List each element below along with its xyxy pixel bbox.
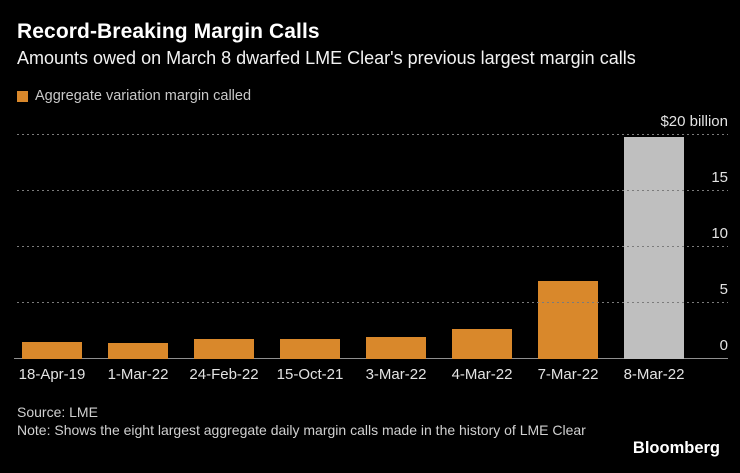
- bar-1-Mar-22: [108, 343, 168, 359]
- legend-label: Aggregate variation margin called: [35, 88, 252, 104]
- x-tick-cell: 4-Mar-22: [451, 366, 513, 383]
- x-tick-cell: 15-Oct-21: [277, 366, 344, 383]
- y-tick-label-0: 0: [719, 337, 728, 354]
- bar-15-Oct-21: [280, 338, 340, 359]
- note-text: Note: Shows the eight largest aggregate …: [17, 421, 586, 438]
- x-tick-cell: 3-Mar-22: [365, 366, 427, 383]
- x-tick-label-7-Mar-22: 7-Mar-22: [537, 366, 599, 383]
- chart-title: Record-Breaking Margin Calls: [17, 20, 320, 43]
- bar-8-Mar-22: [624, 137, 684, 359]
- x-tick-label-3-Mar-22: 3-Mar-22: [365, 366, 427, 383]
- x-tick-label-24-Feb-22: 24-Feb-22: [189, 366, 259, 383]
- bar-24-Feb-22: [194, 338, 254, 359]
- x-axis-labels: 18-Apr-19 1-Mar-22 24-Feb-22 15-Oct-21 3-Mar…: [19, 366, 685, 383]
- bar-series: [22, 137, 684, 359]
- x-tick-cell: 18-Apr-19: [19, 366, 86, 383]
- y-tick-label-10: 10: [711, 225, 728, 242]
- bloomberg-logo: Bloomberg: [632, 439, 720, 457]
- x-tick-cell: 24-Feb-22: [189, 366, 258, 383]
- chart-subtitle: Amounts owed on March 8 dwarfed LME Clea…: [17, 48, 636, 68]
- legend-swatch-icon: [17, 90, 28, 102]
- x-tick-label-8-Mar-22: 8-Mar-22: [623, 366, 685, 383]
- x-tick-cell: 7-Mar-22: [537, 366, 599, 383]
- x-tick-cell: 1-Mar-22: [107, 366, 169, 383]
- y-tick-label-20: $20 billion: [660, 113, 728, 130]
- y-tick-label-5: 5: [719, 281, 728, 298]
- bar-4-Mar-22: [452, 328, 512, 359]
- footer: Source: LME Note: Shows the eight larges…: [17, 404, 586, 439]
- legend: Aggregate variation margin called: [17, 88, 251, 104]
- x-tick-label-18-Apr-19: 18-Apr-19: [18, 366, 86, 383]
- gridline-15: [17, 190, 728, 191]
- bar-7-Mar-22: [538, 280, 598, 359]
- x-tick-label-4-Mar-22: 4-Mar-22: [451, 366, 513, 383]
- gridline-5: [17, 302, 728, 303]
- x-tick-label-15-Oct-21: 15-Oct-21: [276, 366, 344, 383]
- bar-3-Mar-22: [366, 336, 426, 359]
- plot-area: $20 billion 15 10 5 0: [14, 114, 728, 359]
- gridline-10: [17, 246, 728, 247]
- bar-18-Apr-19: [22, 342, 82, 359]
- x-tick-label-1-Mar-22: 1-Mar-22: [107, 366, 169, 383]
- gridline-20: [17, 134, 728, 135]
- x-tick-cell: 8-Mar-22: [623, 366, 685, 383]
- source-text: Source: LME: [17, 404, 98, 420]
- y-tick-label-15: 15: [711, 169, 728, 186]
